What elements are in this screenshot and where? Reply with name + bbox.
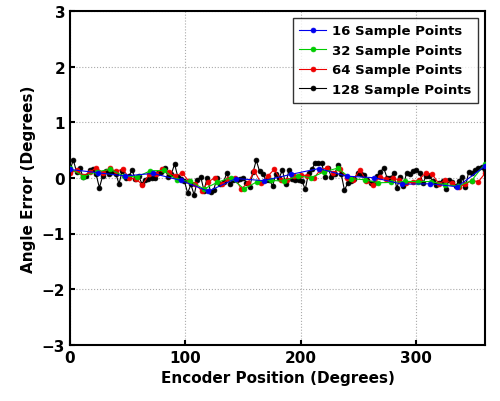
Y-axis label: Angle Error (Degrees): Angle Error (Degrees) bbox=[21, 85, 36, 272]
64 Sample Points bbox=[482, 172, 488, 176]
32 Sample Points bbox=[148, 169, 154, 174]
32 Sample Points bbox=[322, 170, 328, 175]
16 Sample Points bbox=[67, 168, 73, 172]
128 Sample Points bbox=[191, 193, 197, 198]
32 Sample Points bbox=[174, 178, 180, 183]
32 Sample Points bbox=[455, 184, 461, 189]
32 Sample Points bbox=[388, 180, 394, 185]
X-axis label: Encoder Position (Degrees): Encoder Position (Degrees) bbox=[160, 370, 394, 385]
32 Sample Points bbox=[428, 180, 434, 184]
128 Sample Points bbox=[482, 168, 488, 173]
32 Sample Points bbox=[308, 176, 314, 180]
32 Sample Points bbox=[402, 180, 407, 184]
16 Sample Points bbox=[426, 182, 432, 187]
128 Sample Points bbox=[289, 178, 295, 182]
32 Sample Points bbox=[254, 180, 260, 184]
32 Sample Points bbox=[80, 175, 86, 180]
Line: 64 Sample Points: 64 Sample Points bbox=[68, 166, 488, 194]
16 Sample Points bbox=[260, 179, 266, 184]
32 Sample Points bbox=[442, 183, 448, 188]
128 Sample Points bbox=[430, 179, 436, 184]
32 Sample Points bbox=[134, 175, 140, 180]
32 Sample Points bbox=[188, 180, 194, 184]
64 Sample Points bbox=[284, 178, 290, 183]
Legend: 16 Sample Points, 32 Sample Points, 64 Sample Points, 128 Sample Points: 16 Sample Points, 32 Sample Points, 64 S… bbox=[293, 18, 478, 103]
32 Sample Points bbox=[107, 168, 113, 172]
64 Sample Points bbox=[94, 166, 100, 171]
16 Sample Points bbox=[316, 167, 322, 172]
32 Sample Points bbox=[348, 177, 354, 182]
32 Sample Points bbox=[241, 187, 247, 192]
Line: 128 Sample Points: 128 Sample Points bbox=[68, 158, 488, 198]
16 Sample Points bbox=[372, 176, 378, 181]
32 Sample Points bbox=[268, 178, 274, 183]
Line: 16 Sample Points: 16 Sample Points bbox=[68, 164, 488, 194]
16 Sample Points bbox=[288, 172, 294, 177]
32 Sample Points bbox=[160, 168, 166, 173]
32 Sample Points bbox=[228, 176, 234, 181]
64 Sample Points bbox=[67, 171, 73, 176]
16 Sample Points bbox=[344, 174, 349, 179]
32 Sample Points bbox=[362, 178, 368, 182]
32 Sample Points bbox=[94, 170, 100, 175]
16 Sample Points bbox=[454, 185, 460, 190]
32 Sample Points bbox=[468, 179, 474, 184]
64 Sample Points bbox=[198, 189, 204, 194]
32 Sample Points bbox=[67, 166, 73, 171]
16 Sample Points bbox=[482, 164, 488, 169]
64 Sample Points bbox=[344, 176, 349, 181]
64 Sample Points bbox=[126, 176, 132, 181]
128 Sample Points bbox=[469, 171, 475, 176]
64 Sample Points bbox=[310, 176, 316, 181]
16 Sample Points bbox=[178, 178, 184, 183]
16 Sample Points bbox=[122, 174, 128, 179]
32 Sample Points bbox=[120, 174, 126, 179]
16 Sample Points bbox=[233, 177, 239, 182]
128 Sample Points bbox=[227, 182, 233, 187]
32 Sample Points bbox=[214, 180, 220, 185]
16 Sample Points bbox=[206, 189, 212, 194]
Line: 32 Sample Points: 32 Sample Points bbox=[68, 162, 488, 192]
16 Sample Points bbox=[94, 171, 100, 176]
64 Sample Points bbox=[350, 178, 356, 182]
16 Sample Points bbox=[399, 182, 405, 187]
32 Sample Points bbox=[482, 162, 488, 167]
64 Sample Points bbox=[252, 169, 258, 174]
128 Sample Points bbox=[172, 162, 177, 167]
128 Sample Points bbox=[244, 181, 250, 186]
32 Sample Points bbox=[294, 174, 300, 179]
16 Sample Points bbox=[150, 172, 156, 176]
32 Sample Points bbox=[375, 181, 381, 186]
128 Sample Points bbox=[70, 158, 76, 163]
32 Sample Points bbox=[281, 179, 287, 184]
32 Sample Points bbox=[334, 166, 340, 171]
128 Sample Points bbox=[67, 169, 73, 174]
32 Sample Points bbox=[201, 187, 207, 192]
32 Sample Points bbox=[415, 180, 421, 184]
